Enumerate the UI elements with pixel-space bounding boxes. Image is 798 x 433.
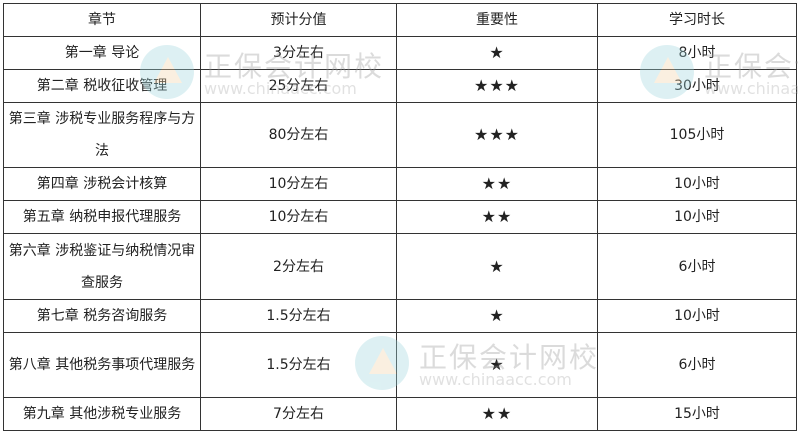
chapter-table: 章节 预计分值 重要性 学习时长 第一章 导论 3分左右 ★ 8小时 第二章 税收征收管… [3, 3, 797, 431]
importance-cell: ★★★ [396, 102, 598, 168]
score-cell: 7分左右 [200, 397, 397, 431]
hours-cell: 30小时 [597, 69, 797, 103]
table-row: 第九章 其他涉税专业服务 7分左右 ★★ 15小时 [3, 397, 797, 431]
importance-cell: ★ [396, 233, 598, 300]
hours-cell: 6小时 [597, 332, 797, 398]
table-row: 第二章 税收征收管理 25分左右 ★★★ 30小时 [3, 69, 797, 103]
hours-cell: 8小时 [597, 36, 797, 70]
table-row: 第六章 涉税鉴证与纳税情况审查服务 2分左右 ★ 6小时 [3, 233, 797, 300]
score-cell: 10分左右 [200, 167, 397, 201]
header-importance: 重要性 [396, 3, 598, 37]
chapter-cell: 第三章 涉税专业服务程序与方法 [3, 102, 201, 168]
table-row: 第四章 涉税会计核算 10分左右 ★★ 10小时 [3, 167, 797, 201]
score-cell: 10分左右 [200, 200, 397, 234]
importance-cell: ★★ [396, 200, 598, 234]
header-hours: 学习时长 [597, 3, 797, 37]
chapter-cell: 第四章 涉税会计核算 [3, 167, 201, 201]
importance-cell: ★ [396, 299, 598, 333]
importance-cell: ★ [396, 332, 598, 398]
chapter-cell: 第二章 税收征收管理 [3, 69, 201, 103]
chapter-cell: 第一章 导论 [3, 36, 201, 70]
score-cell: 2分左右 [200, 233, 397, 300]
chapter-cell: 第九章 其他涉税专业服务 [3, 397, 201, 431]
score-cell: 25分左右 [200, 69, 397, 103]
score-cell: 80分左右 [200, 102, 397, 168]
importance-cell: ★★★ [396, 69, 598, 103]
header-score: 预计分值 [200, 3, 397, 37]
importance-cell: ★ [396, 36, 598, 70]
chapter-cell: 第六章 涉税鉴证与纳税情况审查服务 [3, 233, 201, 300]
hours-cell: 105小时 [597, 102, 797, 168]
score-cell: 1.5分左右 [200, 332, 397, 398]
header-chapter: 章节 [3, 3, 201, 37]
chapter-cell: 第八章 其他税务事项代理服务 [3, 332, 201, 398]
chapter-cell: 第七章 税务咨询服务 [3, 299, 201, 333]
importance-cell: ★★ [396, 397, 598, 431]
table-row: 第一章 导论 3分左右 ★ 8小时 [3, 36, 797, 70]
hours-cell: 10小时 [597, 299, 797, 333]
hours-cell: 15小时 [597, 397, 797, 431]
table-row: 第八章 其他税务事项代理服务 1.5分左右 ★ 6小时 [3, 332, 797, 398]
table-row: 第七章 税务咨询服务 1.5分左右 ★ 10小时 [3, 299, 797, 333]
hours-cell: 6小时 [597, 233, 797, 300]
hours-cell: 10小时 [597, 167, 797, 201]
chapter-cell: 第五章 纳税申报代理服务 [3, 200, 201, 234]
score-cell: 1.5分左右 [200, 299, 397, 333]
table-row: 第五章 纳税申报代理服务 10分左右 ★★ 10小时 [3, 200, 797, 234]
score-cell: 3分左右 [200, 36, 397, 70]
importance-cell: ★★ [396, 167, 598, 201]
table-row: 第三章 涉税专业服务程序与方法 80分左右 ★★★ 105小时 [3, 102, 797, 168]
hours-cell: 10小时 [597, 200, 797, 234]
header-row: 章节 预计分值 重要性 学习时长 [3, 3, 797, 37]
